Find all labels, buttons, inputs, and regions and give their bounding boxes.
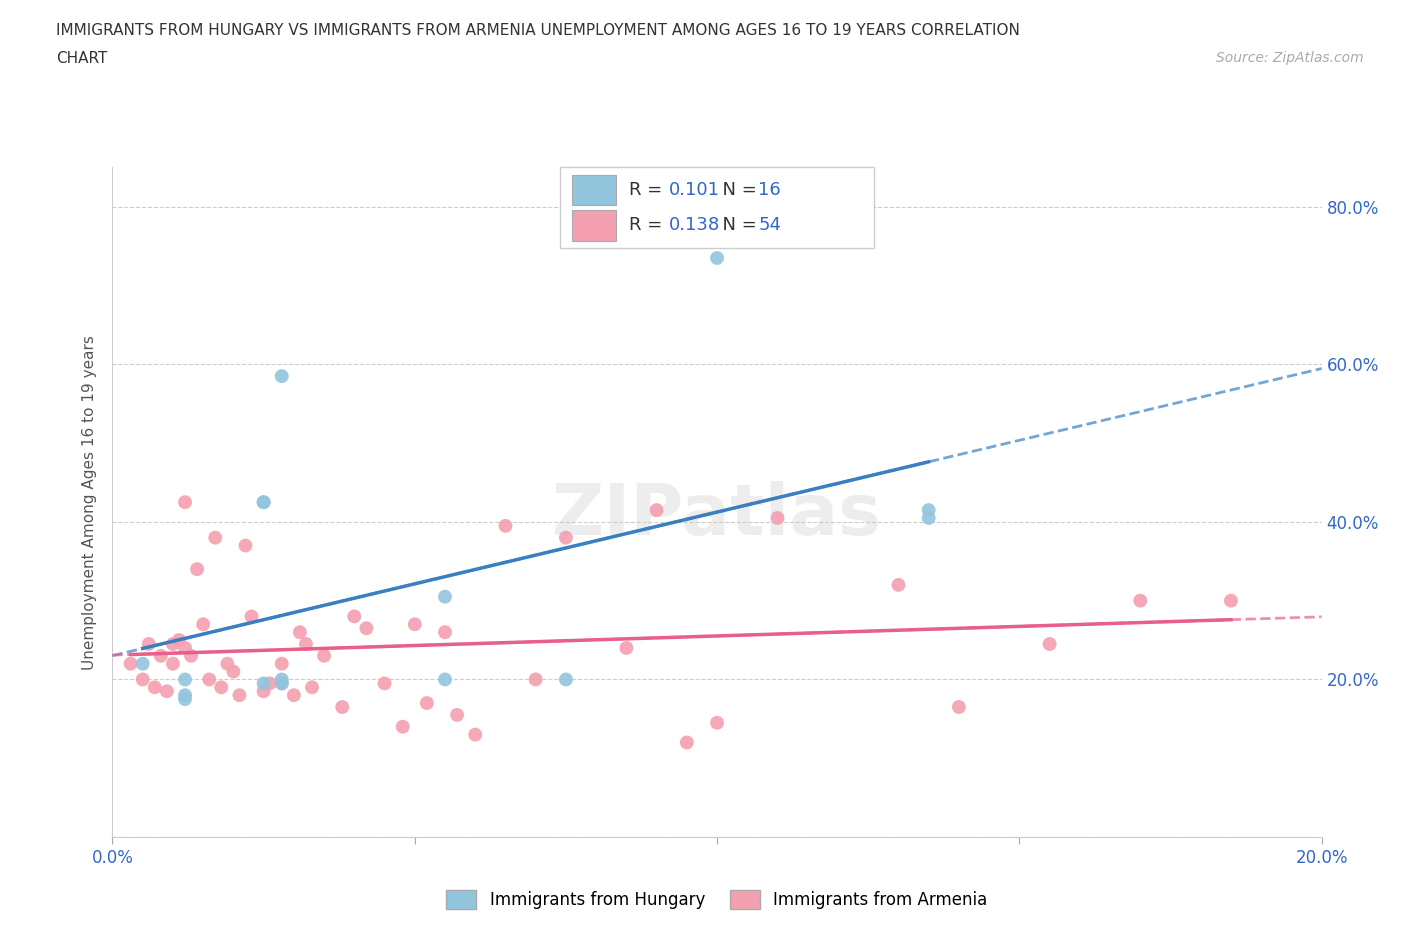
Point	[706, 250, 728, 265]
Point	[174, 672, 197, 687]
Point	[270, 676, 292, 691]
Point	[645, 502, 668, 517]
Text: 16: 16	[758, 181, 782, 199]
Text: 54: 54	[758, 217, 782, 234]
Text: R =: R =	[628, 181, 668, 199]
Y-axis label: Unemployment Among Ages 16 to 19 years: Unemployment Among Ages 16 to 19 years	[82, 335, 97, 670]
Point	[270, 672, 292, 687]
Point	[524, 672, 547, 687]
Point	[554, 530, 576, 545]
Point	[120, 657, 142, 671]
Point	[253, 495, 276, 510]
Point	[191, 617, 214, 631]
Point	[495, 518, 517, 533]
Point	[330, 699, 353, 714]
Point	[162, 657, 184, 671]
Point	[180, 648, 202, 663]
Point	[240, 609, 263, 624]
Point	[766, 511, 789, 525]
Point	[433, 625, 456, 640]
Point	[288, 625, 311, 640]
Text: 0.138: 0.138	[668, 217, 720, 234]
Point	[174, 641, 197, 656]
Text: Source: ZipAtlas.com: Source: ZipAtlas.com	[1216, 51, 1364, 65]
Point	[464, 727, 486, 742]
Point	[149, 648, 172, 663]
Point	[204, 530, 226, 545]
Point	[186, 562, 208, 577]
Point	[138, 636, 160, 651]
Point	[675, 735, 697, 750]
Point	[132, 657, 155, 671]
Point	[270, 676, 292, 691]
Point	[391, 719, 413, 734]
Point	[1129, 593, 1152, 608]
Text: N =: N =	[710, 181, 762, 199]
Point	[167, 632, 190, 647]
Point	[174, 688, 197, 703]
Point	[174, 495, 197, 510]
Point	[446, 708, 468, 723]
Point	[887, 578, 910, 592]
Point	[253, 684, 276, 698]
Point	[156, 684, 179, 698]
Point	[198, 672, 221, 687]
Legend: Immigrants from Hungary, Immigrants from Armenia: Immigrants from Hungary, Immigrants from…	[440, 884, 994, 916]
Point	[314, 648, 336, 663]
Point	[433, 590, 456, 604]
Point	[301, 680, 323, 695]
Point	[235, 538, 257, 553]
Text: IMMIGRANTS FROM HUNGARY VS IMMIGRANTS FROM ARMENIA UNEMPLOYMENT AMONG AGES 16 TO: IMMIGRANTS FROM HUNGARY VS IMMIGRANTS FR…	[56, 23, 1021, 38]
Point	[228, 688, 250, 703]
Text: CHART: CHART	[56, 51, 108, 66]
Point	[1220, 593, 1243, 608]
Point	[918, 511, 941, 525]
Point	[222, 664, 245, 679]
Point	[209, 680, 232, 695]
Point	[554, 672, 576, 687]
Point	[918, 502, 941, 517]
Point	[132, 672, 155, 687]
Point	[706, 715, 728, 730]
Point	[259, 676, 281, 691]
Point	[616, 641, 638, 656]
Point	[217, 657, 239, 671]
Point	[270, 657, 292, 671]
Point	[433, 672, 456, 687]
Point	[162, 636, 184, 651]
Point	[143, 680, 166, 695]
Point	[174, 692, 197, 707]
Point	[404, 617, 426, 631]
Point	[1038, 636, 1062, 651]
Point	[374, 676, 396, 691]
Point	[253, 495, 276, 510]
Point	[283, 688, 305, 703]
Point	[356, 621, 378, 636]
Point	[948, 699, 970, 714]
Point	[295, 636, 318, 651]
Point	[253, 676, 276, 691]
Text: 0.101: 0.101	[668, 181, 720, 199]
Point	[416, 696, 439, 711]
Text: N =: N =	[710, 217, 762, 234]
Point	[343, 609, 366, 624]
Text: R =: R =	[628, 217, 668, 234]
Text: ZIPatlas: ZIPatlas	[553, 481, 882, 550]
Point	[270, 368, 292, 383]
